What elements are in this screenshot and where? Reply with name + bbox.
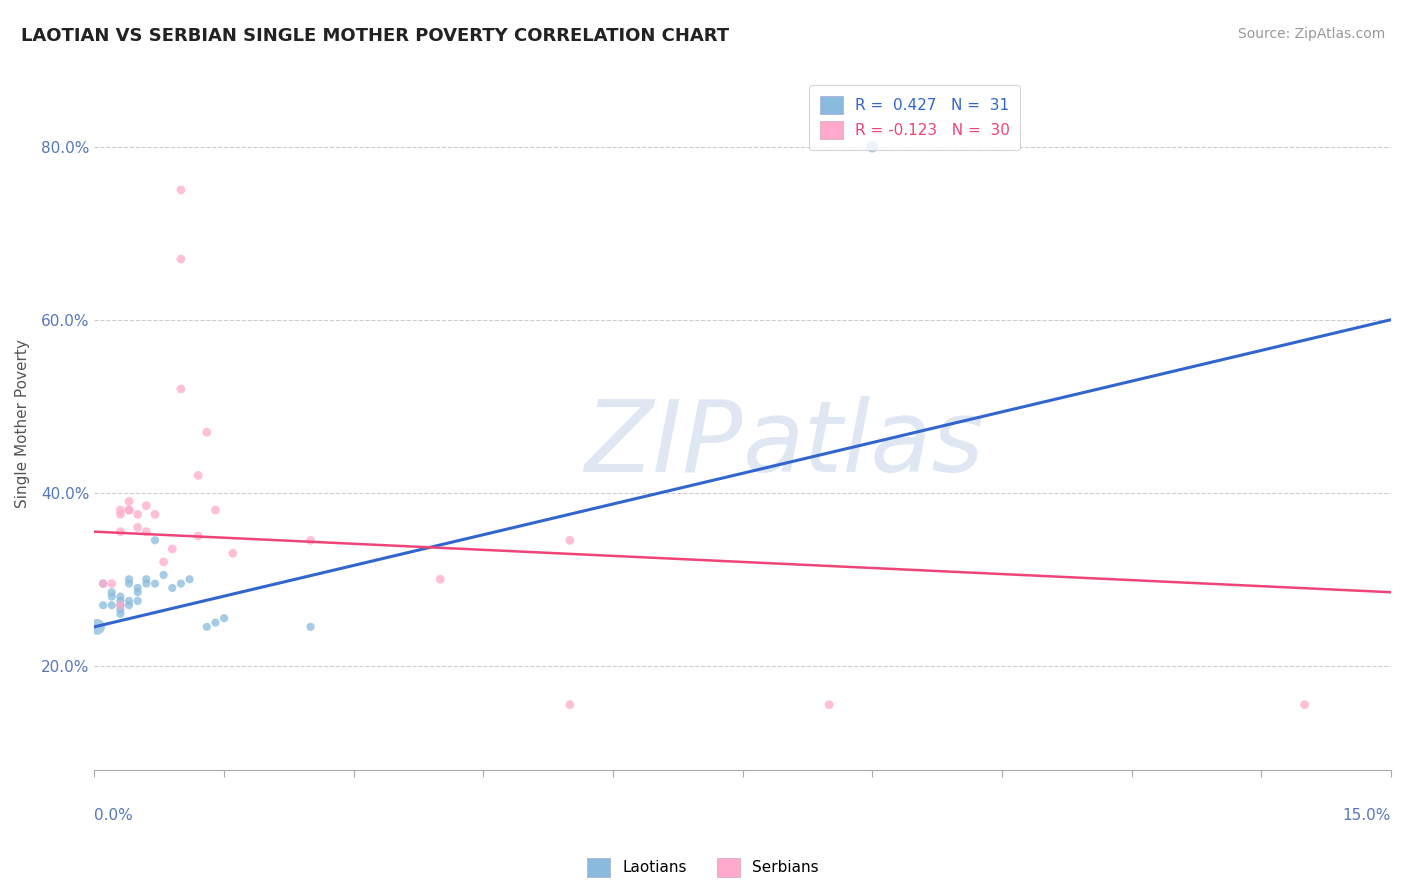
Point — [135, 572, 157, 586]
Point — [100, 576, 122, 591]
Point — [429, 572, 451, 586]
Point — [204, 615, 226, 630]
Point — [135, 576, 157, 591]
Legend: Laotians, Serbians: Laotians, Serbians — [579, 850, 827, 884]
Point — [860, 139, 883, 153]
Text: atlas: atlas — [742, 396, 984, 492]
Point — [558, 698, 581, 712]
Point — [110, 524, 132, 539]
Point — [187, 529, 209, 543]
Point — [100, 598, 122, 612]
Point — [135, 524, 157, 539]
Text: 15.0%: 15.0% — [1343, 808, 1391, 823]
Point — [143, 508, 166, 522]
Point — [118, 503, 141, 517]
Point — [110, 508, 132, 522]
Point — [212, 611, 235, 625]
Point — [143, 533, 166, 548]
Point — [204, 503, 226, 517]
Point — [170, 252, 193, 267]
Point — [110, 598, 132, 612]
Text: LAOTIAN VS SERBIAN SINGLE MOTHER POVERTY CORRELATION CHART: LAOTIAN VS SERBIAN SINGLE MOTHER POVERTY… — [21, 27, 730, 45]
Text: ZIP: ZIP — [585, 396, 742, 492]
Point — [1294, 698, 1316, 712]
Point — [91, 576, 114, 591]
Point — [100, 585, 122, 599]
Point — [118, 572, 141, 586]
Point — [162, 581, 184, 595]
Point — [127, 585, 149, 599]
Point — [86, 620, 108, 634]
Point — [110, 598, 132, 612]
Point — [110, 607, 132, 621]
Point — [170, 382, 193, 396]
Point — [195, 425, 218, 439]
Point — [110, 594, 132, 608]
Point — [152, 568, 174, 582]
Text: 0.0%: 0.0% — [94, 808, 134, 823]
Point — [195, 620, 218, 634]
Point — [299, 533, 322, 548]
Point — [135, 499, 157, 513]
Point — [110, 602, 132, 616]
Point — [100, 590, 122, 604]
Point — [127, 581, 149, 595]
Point — [118, 576, 141, 591]
Point — [91, 598, 114, 612]
Point — [170, 576, 193, 591]
Point — [118, 494, 141, 508]
Point — [110, 590, 132, 604]
Point — [558, 533, 581, 548]
Legend: R =  0.427   N =  31, R = -0.123   N =  30: R = 0.427 N = 31, R = -0.123 N = 30 — [808, 85, 1021, 150]
Point — [162, 541, 184, 556]
Text: Source: ZipAtlas.com: Source: ZipAtlas.com — [1237, 27, 1385, 41]
Point — [118, 503, 141, 517]
Point — [179, 572, 201, 586]
Point — [299, 620, 322, 634]
Point — [170, 183, 193, 197]
Point — [127, 508, 149, 522]
Point — [127, 520, 149, 534]
Point — [110, 503, 132, 517]
Point — [91, 576, 114, 591]
Point — [152, 555, 174, 569]
Point — [118, 598, 141, 612]
Point — [818, 698, 841, 712]
Point — [187, 468, 209, 483]
Point — [143, 576, 166, 591]
Point — [222, 546, 245, 560]
Point — [118, 594, 141, 608]
Y-axis label: Single Mother Poverty: Single Mother Poverty — [15, 339, 30, 508]
Point — [127, 594, 149, 608]
